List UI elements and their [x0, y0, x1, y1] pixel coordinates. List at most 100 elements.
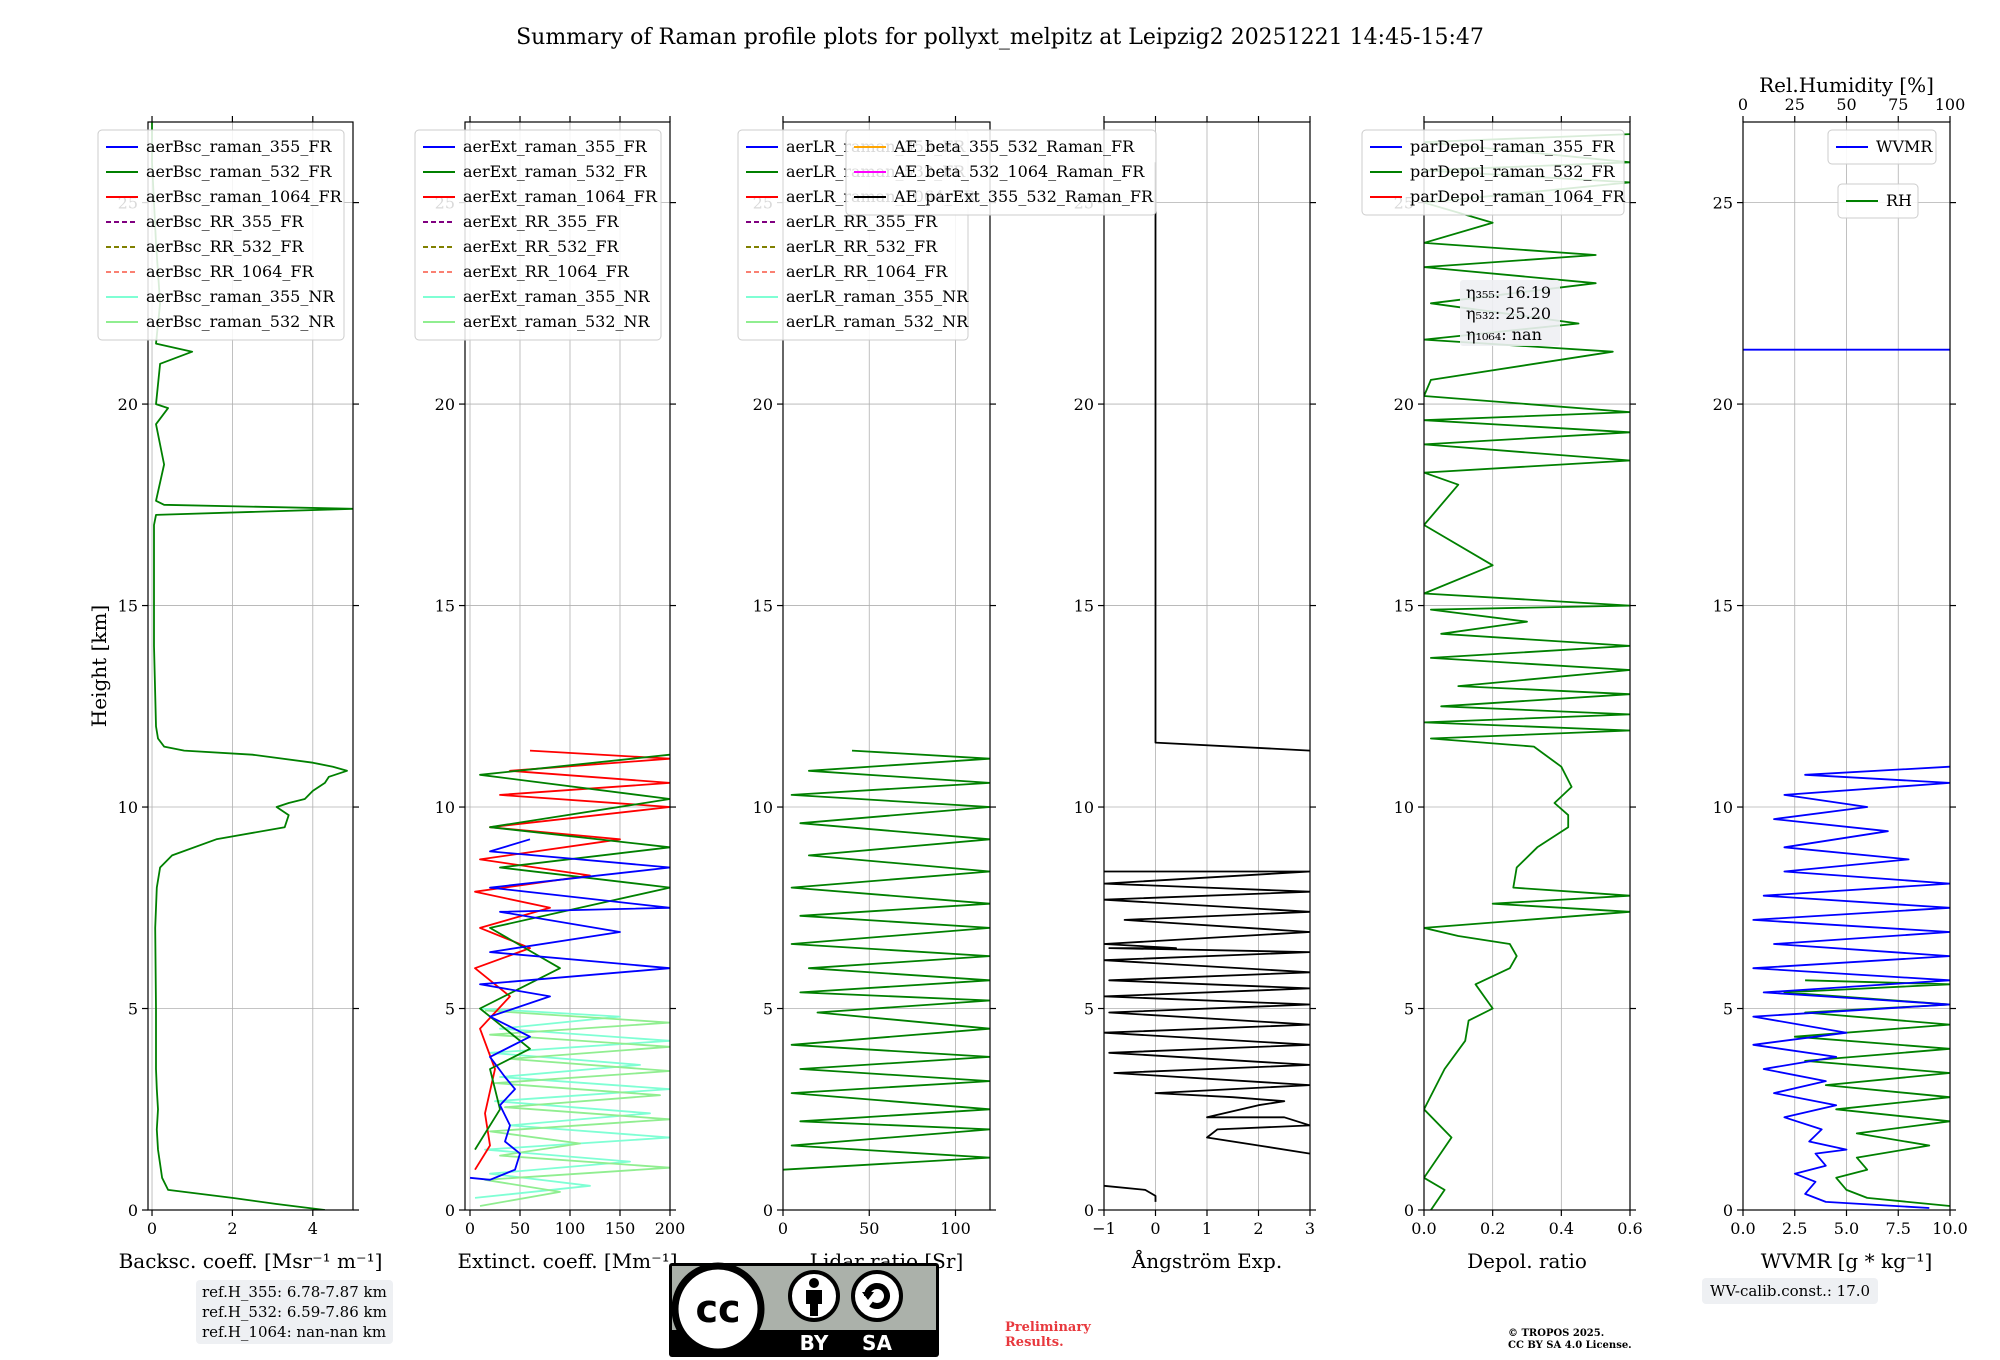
legend-label-aerlr-raman-532-nr: aerLR_raman_532_NR — [786, 312, 969, 331]
x-tick-label: 0.4 — [1549, 1219, 1574, 1238]
preliminary-line-1: Preliminary — [1005, 1320, 1091, 1335]
panel-3: 0501000510152025Lidar ratio [Sr]aerLR_ra… — [737, 116, 996, 1273]
legend-label-aerext-raman-355-fr: aerExt_raman_355_FR — [463, 137, 648, 156]
panel-2: 0501001502000510152025Extinct. coeff. [M… — [414, 116, 685, 1273]
legend: AE_beta_355_532_Raman_FR AE_beta_532_1064… — [845, 129, 1157, 216]
wv-calib-const: WV-calib.const.: 17.0 — [1710, 1282, 1871, 1300]
y-tick-label: 20 — [753, 395, 773, 414]
legend-box — [845, 129, 1157, 216]
y-tick-label: 10 — [1074, 798, 1094, 817]
legend-wvmr: WVMR — [1827, 129, 1937, 165]
x-tick-label: 50 — [859, 1219, 879, 1238]
x-tick-label: 4 — [308, 1219, 318, 1238]
y-tick-label: 20 — [118, 395, 138, 414]
x-tick-label: 5.0 — [1834, 1219, 1859, 1238]
cc-by-sa-license-badge: cc BY SA — [669, 1262, 939, 1357]
y-tick-label: 0 — [763, 1201, 773, 1220]
legend-label-ae-beta-355-532-raman-fr: AE_beta_355_532_Raman_FR — [893, 137, 1135, 156]
preliminary-results-note: Preliminary Results. — [1005, 1320, 1091, 1350]
y-tick-label: 0 — [1084, 1201, 1094, 1220]
x-tick-label: 100 — [555, 1219, 586, 1238]
x-tick-label: 2 — [227, 1219, 237, 1238]
legend-label-aerext-raman-532-nr: aerExt_raman_532_NR — [463, 312, 651, 331]
legend-label-aerext-raman-1064-fr: aerExt_raman_1064_FR — [463, 187, 658, 206]
top-x-tick-label: 0 — [1738, 95, 1748, 114]
y-tick-label: 0 — [445, 1201, 455, 1220]
y-axis-label: Height [km] — [87, 605, 111, 727]
y-tick-label: 15 — [1713, 597, 1733, 616]
series-pardepol-raman-532-fr — [1424, 133, 1630, 1210]
x-tick-label: 0 — [147, 1219, 157, 1238]
panel-4: −101230510152025Ångström Exp.AE_beta_355… — [845, 116, 1316, 1273]
x-tick-label: 3 — [1305, 1219, 1315, 1238]
series-ae-parext-355-532-raman-fr — [1104, 1184, 1157, 1202]
y-tick-label: 15 — [753, 597, 773, 616]
legend-label-pardepol-raman-1064-fr: parDepol_raman_1064_FR — [1410, 187, 1626, 206]
copyright-note: © TROPOS 2025. CC BY SA 4.0 License. — [1508, 1328, 1632, 1352]
legend-box — [97, 129, 345, 341]
share-alike-arrow-icon — [864, 1283, 890, 1309]
y-tick-label: 20 — [1074, 395, 1094, 414]
series-aerext-raman-355-fr — [469, 838, 670, 1181]
ref-height-532: ref.H_532: 6.59-7.86 km — [202, 1303, 387, 1321]
top-x-tick-label: 75 — [1888, 95, 1908, 114]
legend-box — [1827, 129, 1937, 165]
x-tick-label: 1 — [1202, 1219, 1212, 1238]
y-tick-label: 10 — [118, 798, 138, 817]
eta-annotation: η₃₅₅: 16.19 η₅₃₂: 25.20 η₁₀₆₄: nan — [1460, 280, 1560, 346]
legend-label-aerbsc-raman-532-nr: aerBsc_raman_532_NR — [146, 312, 335, 331]
x-axis-label: Ångström Exp. — [1131, 1248, 1282, 1273]
legend-label-aerbsc-rr-355-fr: aerBsc_RR_355_FR — [146, 212, 304, 231]
share-alike-icon — [851, 1270, 903, 1322]
legend-label-aerext-raman-532-fr: aerExt_raman_532_FR — [463, 162, 648, 181]
legend-label-aerbsc-rr-532-fr: aerBsc_RR_532_FR — [146, 237, 304, 256]
legend: aerBsc_raman_355_FR aerBsc_raman_532_FRae… — [97, 129, 345, 341]
legend-label-aerlr-raman-355-nr: aerLR_raman_355_NR — [786, 287, 969, 306]
copyright-line-1: © TROPOS 2025. — [1508, 1328, 1605, 1339]
y-tick-label: 5 — [1723, 1000, 1733, 1019]
x-axis-label: WVMR [g * kg⁻¹] — [1761, 1249, 1933, 1273]
sa-label: SA — [862, 1331, 892, 1355]
y-tick-label: 20 — [1713, 395, 1733, 414]
series-aerbsc-raman-532-fr — [151, 122, 353, 1210]
y-tick-label: 10 — [1394, 798, 1414, 817]
legend-label-aerext-raman-355-nr: aerExt_raman_355_NR — [463, 287, 651, 306]
figure-title: Summary of Raman profile plots for polly… — [516, 25, 1484, 50]
axes-frame — [1423, 121, 1631, 1211]
y-tick-label: 15 — [435, 597, 455, 616]
y-tick-label: 0 — [1404, 1201, 1414, 1220]
x-tick-label: 0.2 — [1480, 1219, 1505, 1238]
series-aerext-raman-355-nr — [474, 1007, 670, 1199]
x-tick-label: 2 — [1253, 1219, 1263, 1238]
legend-label-rh: RH — [1886, 191, 1912, 210]
y-tick-label: 5 — [445, 1000, 455, 1019]
y-tick-label: 5 — [128, 1000, 138, 1019]
axes-frame — [782, 121, 991, 1211]
legend-label-aerbsc-raman-1064-fr: aerBsc_raman_1064_FR — [146, 187, 343, 206]
axes-frame — [147, 121, 354, 1211]
x-tick-label: 10.0 — [1932, 1219, 1968, 1238]
series-rh — [1783, 979, 1950, 1207]
x-tick-label: −1 — [1092, 1219, 1116, 1238]
preliminary-line-2: Results. — [1005, 1335, 1064, 1350]
series-group — [783, 749, 990, 1171]
eta-annotation-box — [1460, 280, 1560, 346]
legend: aerExt_raman_355_FR aerExt_raman_532_FRae… — [414, 129, 662, 341]
x-axis-label: Depol. ratio — [1467, 1249, 1587, 1273]
series-group — [469, 749, 670, 1207]
y-tick-label: 5 — [763, 1000, 773, 1019]
y-tick-label: 10 — [1713, 798, 1733, 817]
x-tick-label: 0.0 — [1411, 1219, 1436, 1238]
y-tick-label: 25 — [1713, 194, 1733, 213]
x-tick-label: 50 — [510, 1219, 530, 1238]
y-tick-label: 10 — [435, 798, 455, 817]
legend: parDepol_raman_355_FR parDepol_raman_532_… — [1361, 129, 1626, 216]
top-x-axis-label: Rel.Humidity [%] — [1759, 73, 1934, 97]
legend-label-aerlr-rr-355-fr: aerLR_RR_355_FR — [786, 212, 938, 231]
panel-5: 0.00.20.40.60510152025Depol. ratioparDep… — [1361, 116, 1643, 1273]
series-group — [151, 122, 353, 1210]
y-tick-label: 15 — [118, 597, 138, 616]
y-tick-label: 5 — [1404, 1000, 1414, 1019]
eta-value: η₁₀₆₄: nan — [1466, 325, 1542, 344]
legend-label-aerbsc-raman-355-fr: aerBsc_raman_355_FR — [146, 137, 332, 156]
